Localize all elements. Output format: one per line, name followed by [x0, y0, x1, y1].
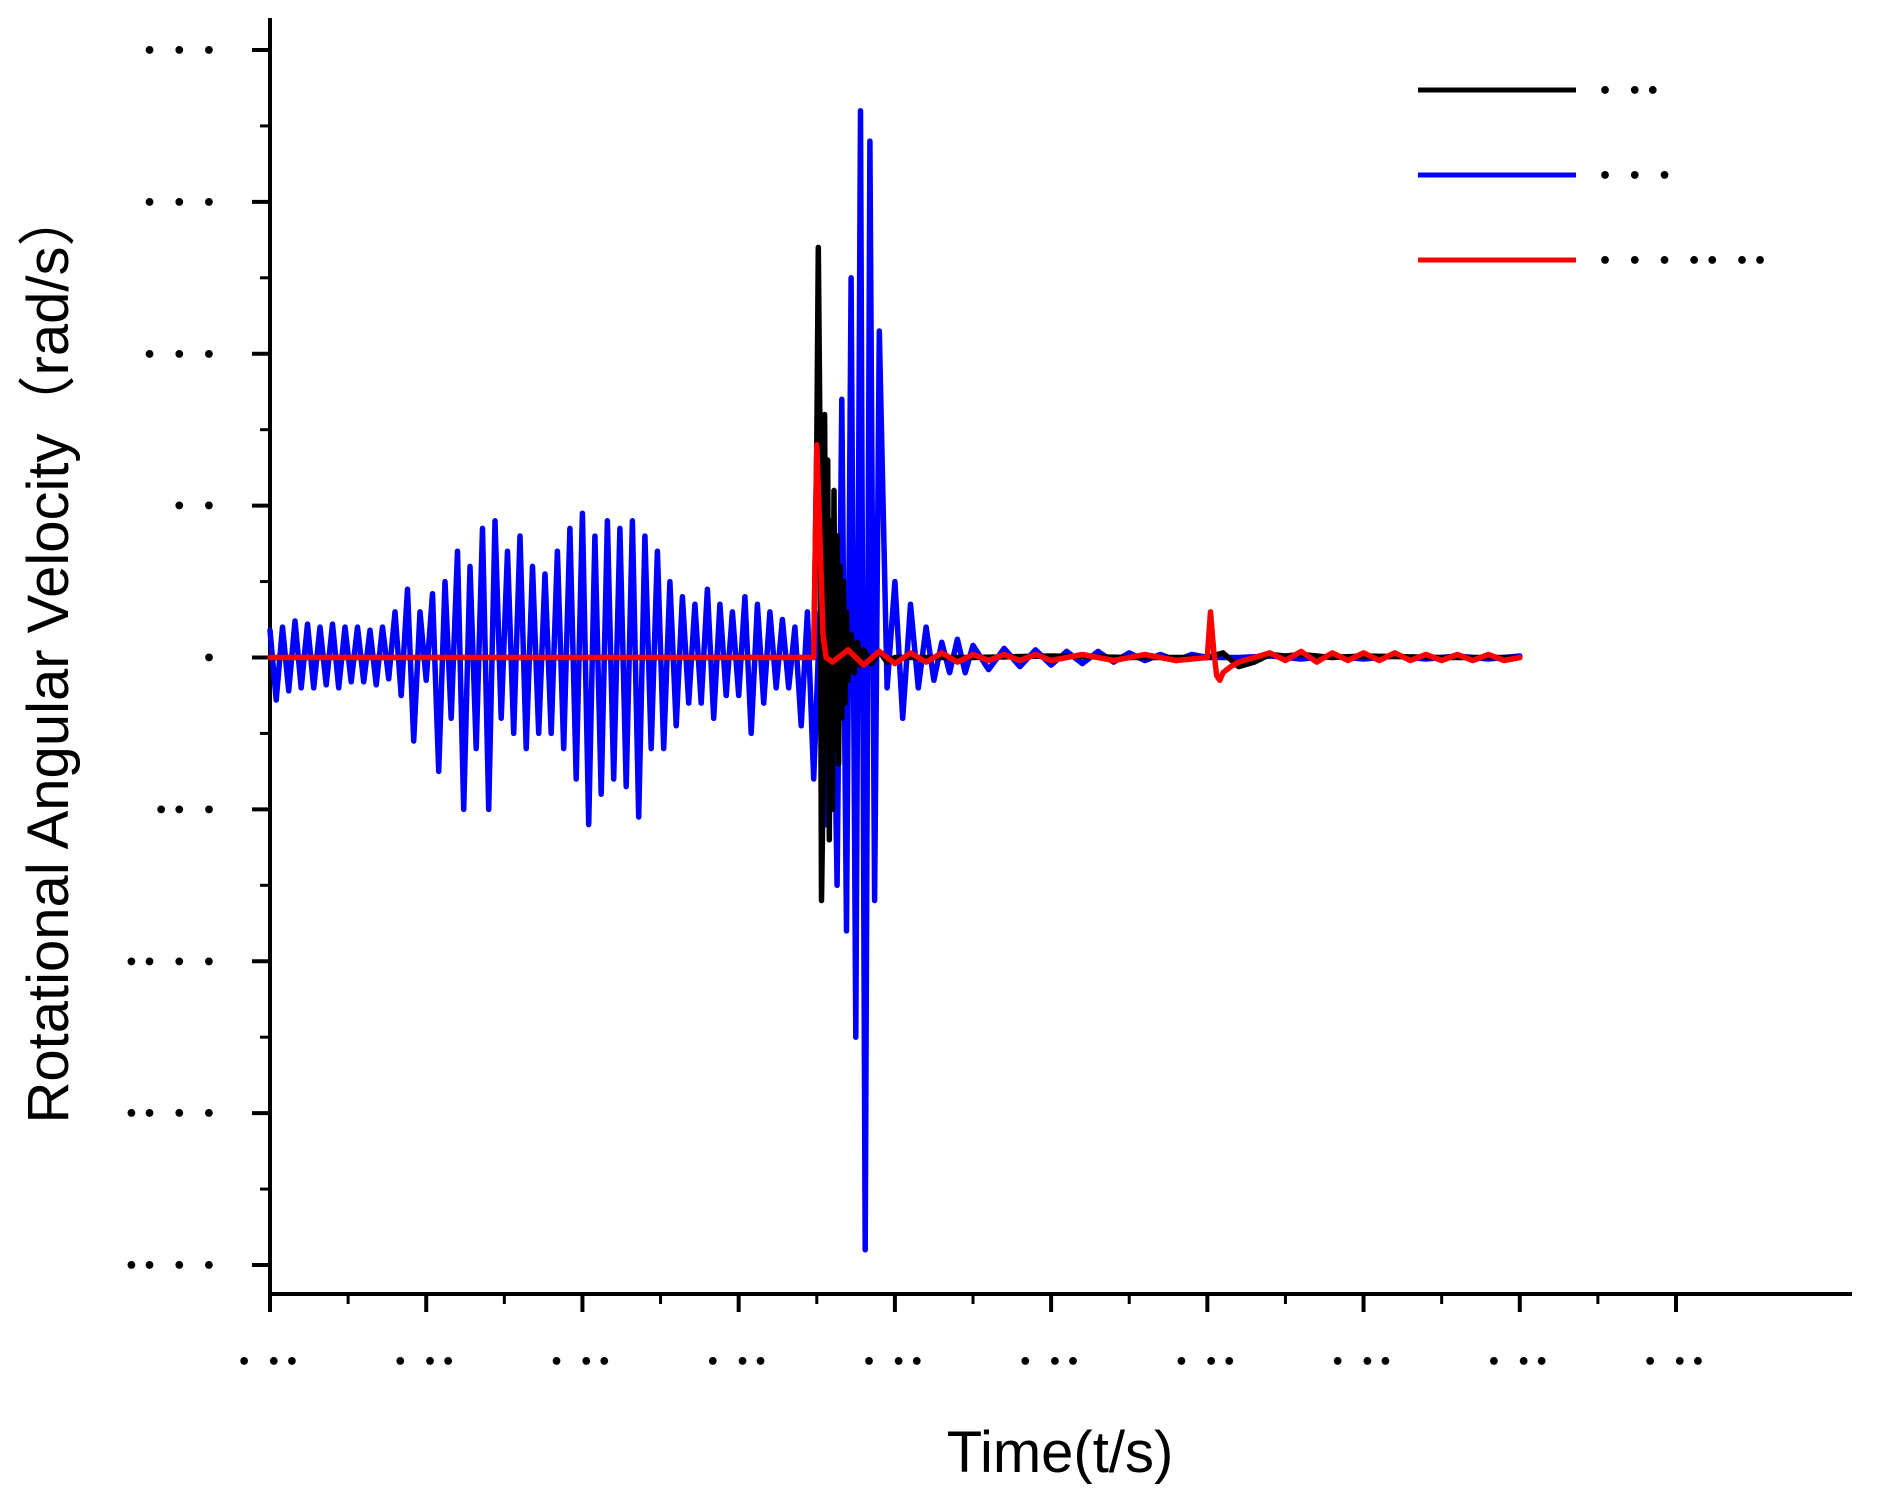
series-line — [267, 244, 1523, 904]
x-ticks: • •• • •• • •• • •• • •• • •• • •• • •• • •• • •• — [237, 1294, 1709, 1375]
y-tick-label: • • • — [142, 343, 220, 368]
legend-label: • •• — [1598, 79, 1664, 104]
y-tick-label: • • • — [142, 39, 220, 64]
y-tick-label: •• • • — [124, 1254, 220, 1279]
legend-label: • • • — [1598, 164, 1676, 189]
x-tick-label: • •• — [1331, 1350, 1397, 1375]
x-tick-label: • •• — [1643, 1350, 1709, 1375]
series-layer — [267, 107, 1523, 1253]
series-line — [267, 107, 1523, 1253]
y-tick-label: •• • • — [124, 950, 220, 975]
y-tick-label: •• • • — [124, 1102, 220, 1127]
y-tick-label: • • — [172, 495, 220, 520]
x-tick-label: • •• — [550, 1350, 616, 1375]
x-tick-label: • •• — [393, 1350, 459, 1375]
y-tick-label: •• • — [154, 798, 220, 823]
x-tick-label: • •• — [1018, 1350, 1084, 1375]
x-tick-label: • •• — [862, 1350, 928, 1375]
legend-label: • • • •• •• — [1598, 249, 1771, 274]
y-tick-label: • — [202, 647, 220, 672]
x-axis-title: Time(t/s) — [947, 1420, 1174, 1485]
x-tick-label: • •• — [1487, 1350, 1553, 1375]
y-tick-label: • • • — [142, 191, 220, 216]
legend: • •• • • • • • • •• •• — [1418, 79, 1771, 274]
y-ticks: • • • • • • • • • • • • •• • •• • • •• • • •• • … — [124, 39, 270, 1279]
x-tick-label: • •• — [237, 1350, 303, 1375]
y-axis-title: Rotational Angular Velocity（rad/s） — [16, 189, 81, 1124]
x-tick-label: • •• — [1174, 1350, 1240, 1375]
series-line — [267, 442, 1523, 684]
x-tick-label: • •• — [706, 1350, 772, 1375]
